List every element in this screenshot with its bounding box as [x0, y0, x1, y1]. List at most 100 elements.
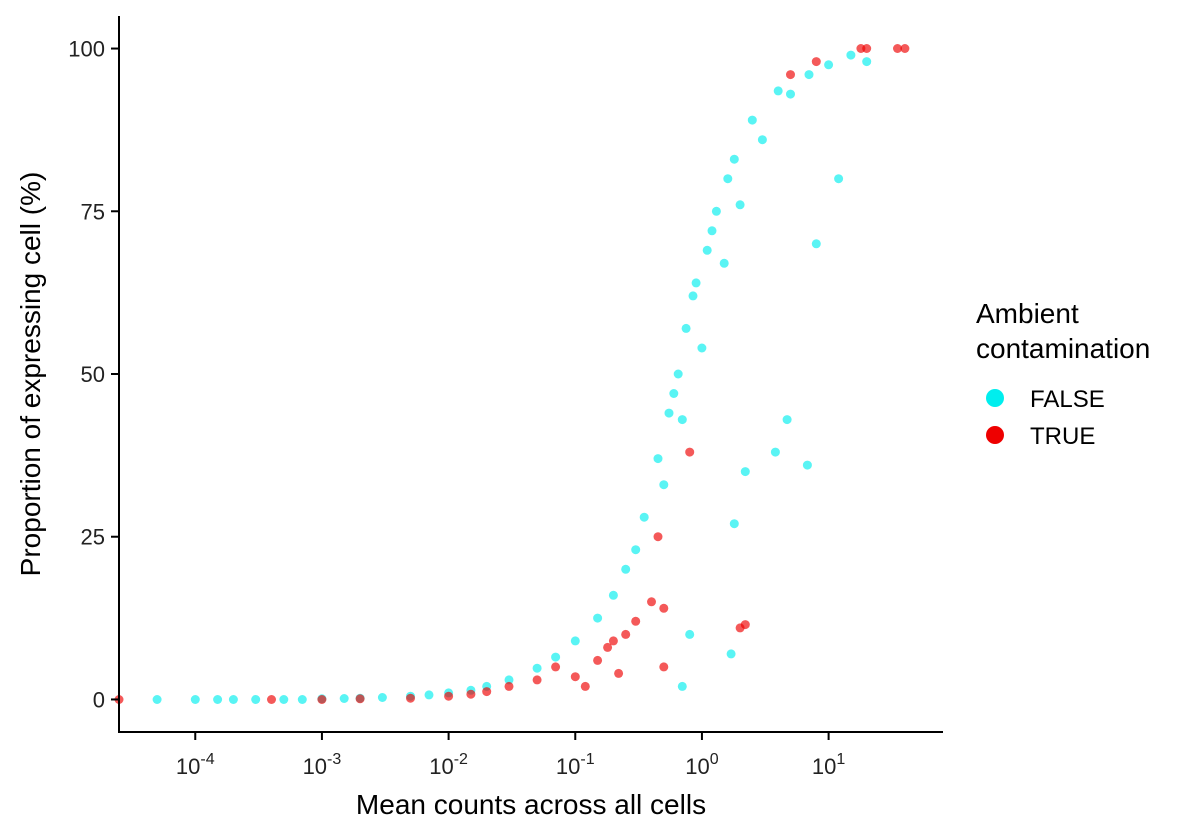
point-true-30 [614, 668, 624, 678]
point-false-18 [551, 652, 561, 662]
points-layer [114, 44, 910, 704]
point-false-2 [213, 695, 223, 704]
point-false-56 [834, 174, 844, 184]
point-false-48 [773, 86, 783, 96]
x-tick-exp-1: -3 [327, 751, 341, 768]
x-tick-label-4: 100 [685, 751, 718, 779]
point-false-49 [802, 460, 812, 470]
point-false-17 [532, 663, 542, 673]
x-tick-label-3: 10-1 [556, 751, 595, 779]
x-ticks: 10-4 10-3 10-2 10-1 100 101 [176, 732, 845, 779]
point-false-26 [719, 258, 729, 268]
point-false-42 [702, 245, 712, 255]
point-false-52 [729, 519, 739, 529]
point-true-29 [603, 642, 613, 652]
point-true-6 [466, 689, 476, 699]
point-true-18 [659, 662, 669, 672]
point-false-24 [677, 415, 687, 425]
point-true-10 [551, 662, 561, 672]
x-tick-base-0: 10 [176, 754, 200, 779]
point-false-27 [735, 200, 745, 210]
point-false-1 [190, 695, 200, 704]
x-tick-exp-5: 1 [836, 751, 845, 768]
point-false-37 [669, 389, 679, 398]
point-true-14 [621, 629, 631, 639]
y-axis-title: Proportion of expressing cell (%) [15, 172, 46, 577]
point-true-4 [406, 693, 415, 703]
point-true-26 [893, 44, 902, 53]
point-true-9 [532, 675, 542, 685]
point-true-21 [740, 620, 750, 630]
point-false-5 [279, 695, 289, 704]
y-tick-label-4: 100 [68, 37, 105, 62]
point-false-51 [740, 467, 750, 477]
point-true-2 [317, 695, 327, 704]
point-false-10 [377, 693, 387, 702]
point-true-3 [355, 694, 365, 704]
point-false-58 [862, 57, 872, 67]
point-false-35 [653, 454, 663, 464]
y-tick-label-1: 25 [81, 525, 105, 550]
x-tick-base-1: 10 [303, 754, 327, 779]
point-false-28 [757, 135, 767, 145]
point-false-0 [152, 695, 162, 704]
point-false-31 [824, 60, 834, 70]
point-true-28 [580, 681, 590, 691]
point-false-43 [707, 226, 717, 236]
point-false-23 [659, 480, 669, 490]
point-false-3 [228, 695, 238, 704]
point-false-29 [786, 89, 795, 99]
legend-label-false: FALSE [1030, 386, 1105, 413]
y-tick-label-0: 0 [93, 687, 105, 712]
legend-title-line-1: Ambient [976, 298, 1079, 329]
point-true-16 [647, 597, 656, 607]
x-tick-base-4: 10 [685, 754, 709, 779]
point-false-40 [688, 291, 698, 301]
point-true-8 [504, 681, 514, 691]
point-false-32 [846, 50, 856, 60]
x-tick-exp-3: -1 [580, 751, 594, 768]
point-true-23 [811, 57, 821, 67]
point-false-41 [691, 278, 701, 288]
point-true-19 [685, 447, 695, 457]
x-tick-label-0: 10-4 [176, 751, 215, 779]
point-false-8 [339, 694, 349, 703]
point-false-47 [747, 115, 757, 125]
point-false-16 [504, 675, 514, 685]
point-true-11 [570, 672, 580, 682]
point-true-25 [862, 44, 872, 53]
point-true-15 [631, 616, 641, 626]
y-tick-label-3: 75 [81, 199, 105, 224]
x-tick-exp-2: -2 [454, 751, 468, 768]
legend-title-line-2: contamination [976, 333, 1150, 364]
point-false-57 [811, 239, 821, 249]
point-false-20 [593, 613, 603, 623]
x-tick-base-5: 10 [812, 754, 836, 779]
point-false-54 [677, 681, 687, 691]
x-tick-exp-0: -4 [200, 751, 214, 768]
point-false-6 [297, 695, 307, 704]
legend: Ambient contamination FALSE TRUE [976, 298, 1150, 450]
point-true-12 [593, 655, 603, 665]
point-false-33 [621, 564, 631, 574]
point-true-27 [900, 44, 910, 53]
point-true-17 [659, 603, 669, 613]
point-false-50 [770, 447, 780, 457]
point-false-46 [729, 154, 739, 164]
point-false-59 [726, 649, 736, 659]
point-false-19 [570, 636, 580, 646]
point-true-13 [608, 636, 618, 646]
y-tick-label-2: 50 [81, 362, 105, 387]
point-false-22 [631, 545, 641, 555]
point-true-1 [267, 695, 276, 704]
y-ticks: 0 25 50 75 100 [68, 37, 119, 712]
point-false-53 [685, 629, 695, 639]
point-false-55 [782, 415, 792, 425]
point-false-12 [424, 690, 434, 700]
x-tick-base-2: 10 [429, 754, 453, 779]
point-true-5 [444, 691, 454, 701]
point-false-34 [639, 512, 649, 522]
point-true-22 [786, 70, 795, 80]
point-false-44 [711, 206, 721, 216]
